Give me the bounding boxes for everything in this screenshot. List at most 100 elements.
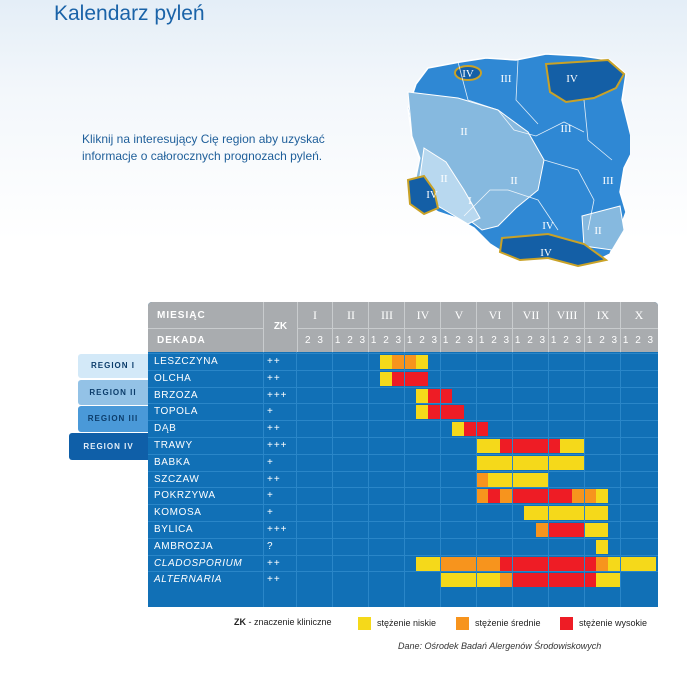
decade-header-cell: 1 2 3	[476, 329, 513, 352]
map-label-ii[interactable]: II	[440, 173, 448, 185]
table-row[interactable]: TOPOLA +	[148, 403, 658, 420]
pollen-name[interactable]: OLCHA	[154, 372, 192, 384]
map-label-iv[interactable]: IV	[426, 189, 438, 201]
map-label-i[interactable]: I	[468, 195, 472, 207]
pollen-level-cell	[644, 556, 656, 571]
map-label-ii[interactable]: II	[460, 126, 468, 138]
zk-header: ZK	[263, 302, 298, 352]
month-header-cell: X	[620, 302, 657, 328]
month-header-cell: IX	[584, 302, 621, 328]
pollen-name[interactable]: BYLICA	[154, 524, 194, 535]
month-header-cell: IV	[404, 302, 441, 328]
region-i-button[interactable]: REGION I	[78, 354, 148, 378]
pollen-level-cell	[476, 439, 488, 453]
pollen-name[interactable]: DĄB	[154, 423, 177, 435]
pollen-level-cell	[596, 523, 608, 537]
map-region-iv-north[interactable]	[544, 58, 626, 104]
pollen-level-cell	[452, 573, 464, 588]
month-divider	[332, 352, 333, 607]
map-label-iv[interactable]: IV	[542, 220, 554, 232]
pollen-level-cell	[476, 489, 488, 504]
poland-region-map[interactable]: IV III IV II III II II III I IV II IV IV	[398, 40, 630, 272]
pollen-level-cell	[476, 455, 488, 470]
map-label-iv[interactable]: IV	[540, 247, 552, 259]
pollen-name[interactable]: BRZOZA	[154, 389, 199, 401]
map-label-iii[interactable]: III	[603, 175, 614, 187]
pollen-name[interactable]: TOPOLA	[154, 406, 198, 418]
pollen-level-cell	[404, 371, 416, 386]
month-header-cell: VII	[512, 302, 549, 328]
pollen-level-cell	[572, 506, 584, 521]
pollen-level-cell	[488, 556, 500, 571]
table-row[interactable]: DĄB ++	[148, 420, 658, 437]
table-row[interactable]: KOMOSA +	[148, 504, 658, 521]
region-iv-button[interactable]: REGION IV	[69, 433, 148, 460]
legend-zk-text: - znaczenie kliniczne	[246, 617, 332, 627]
map-region-iv-west[interactable]	[406, 174, 440, 216]
pollen-name[interactable]: CLADOSPORIUM	[154, 557, 243, 569]
pollen-level-cell	[488, 472, 500, 487]
map-region-iv-south[interactable]	[498, 232, 609, 268]
table-row[interactable]: TRAWY +++	[148, 437, 658, 454]
pollen-level-cell	[512, 573, 524, 588]
pollen-level-cell	[632, 556, 644, 571]
pollen-zk: ++	[267, 557, 281, 569]
table-row[interactable]: ALTERNARIA ++	[148, 571, 658, 588]
pollen-name[interactable]: ALTERNARIA	[154, 574, 223, 586]
decade-header-cell: 1 2 3	[368, 329, 405, 352]
pollen-level-cell	[416, 371, 428, 386]
pollen-zk: ++	[267, 356, 281, 367]
pollen-name[interactable]: TRAWY	[154, 440, 193, 451]
month-header-cell: V	[440, 302, 477, 328]
pollen-name[interactable]: BABKA	[154, 456, 191, 468]
pollen-zk: +	[267, 507, 274, 519]
pollen-level-cell	[524, 472, 536, 487]
region-iii-button[interactable]: REGION III	[78, 406, 148, 432]
pollen-level-cell	[536, 556, 548, 571]
table-row[interactable]: BRZOZA +++	[148, 386, 658, 404]
pollen-level-cell	[560, 455, 572, 470]
pollen-level-cell	[500, 472, 512, 487]
table-row[interactable]: OLCHA ++	[148, 369, 658, 387]
pollen-level-cell	[536, 506, 548, 521]
decade-header-cell: 1 2 3	[440, 329, 477, 352]
pollen-level-cell	[464, 556, 476, 571]
pollen-name[interactable]: POKRZYWA	[154, 490, 216, 502]
table-row[interactable]: BABKA +	[148, 453, 658, 471]
map-label-ii[interactable]: II	[510, 175, 518, 187]
pollen-level-cell	[476, 556, 488, 571]
pollen-level-cell	[608, 556, 620, 571]
pollen-level-cell	[440, 388, 452, 403]
month-header-cell: VIII	[548, 302, 585, 328]
pollen-name[interactable]: SZCZAW	[154, 473, 200, 485]
map-label-iii[interactable]: III	[561, 123, 572, 135]
map-label-iv[interactable]: IV	[566, 73, 578, 85]
pollen-name[interactable]: AMBROZJA	[154, 540, 214, 552]
map-region-ii-east[interactable]	[581, 205, 625, 251]
legend-high: stężenie wysokie	[560, 617, 647, 630]
pollen-level-cell	[392, 355, 404, 369]
pollen-level-cell	[416, 388, 428, 403]
pollen-level-cell	[608, 573, 620, 588]
map-label-iv[interactable]: IV	[462, 68, 474, 80]
table-row[interactable]: CLADOSPORIUM ++	[148, 554, 658, 572]
pollen-level-cell	[416, 355, 428, 369]
table-row[interactable]: SZCZAW ++	[148, 470, 658, 488]
pollen-level-cell	[500, 556, 512, 571]
pollen-name[interactable]: LESZCZYNA	[154, 356, 219, 367]
table-row[interactable]: AMBROZJA?	[148, 537, 658, 555]
pollen-name[interactable]: KOMOSA	[154, 507, 202, 519]
region-ii-button[interactable]: REGION II	[78, 380, 148, 405]
map-label-ii[interactable]: II	[594, 225, 602, 237]
pollen-level-cell	[524, 439, 536, 453]
table-row[interactable]: LESZCZYNA ++	[148, 353, 658, 370]
pollen-level-cell	[380, 355, 392, 369]
legend-low-text: stężenie niskie	[377, 617, 437, 628]
map-label-iii[interactable]: III	[501, 73, 512, 85]
pollen-level-cell	[584, 523, 596, 537]
table-row[interactable]: BYLICA +++	[148, 521, 658, 538]
pollen-level-cell	[500, 489, 512, 504]
pollen-level-cell	[512, 439, 524, 453]
table-row[interactable]: POKRZYWA +	[148, 487, 658, 504]
